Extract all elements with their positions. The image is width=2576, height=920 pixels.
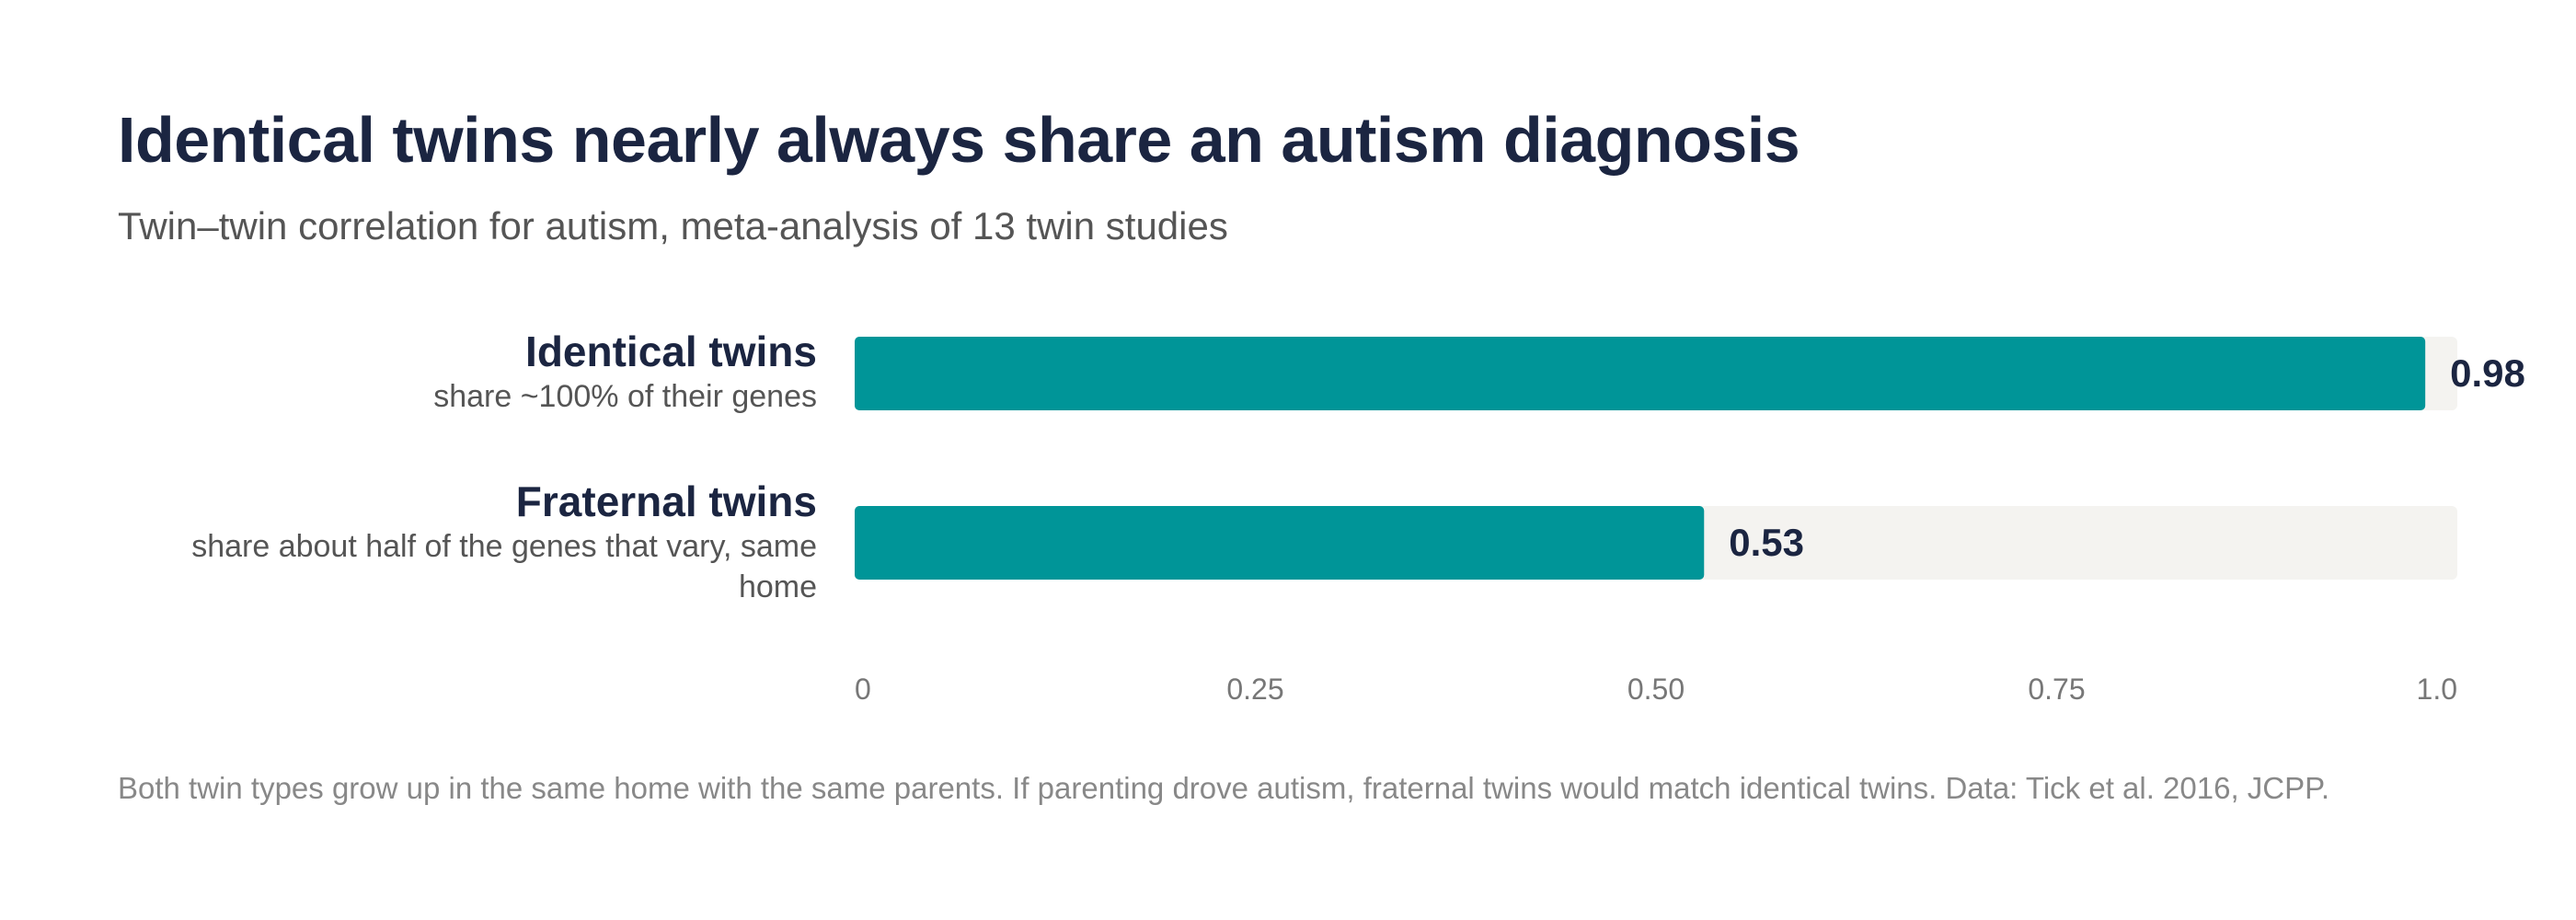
bar	[855, 506, 1705, 580]
bar-value-label: 0.53	[1729, 521, 1804, 564]
chart-footnote: Both twin types grow up in the same home…	[118, 771, 2330, 805]
x-tick-label: 0.75	[2028, 673, 2085, 706]
category-label-identical: Identical twins share ~100% of their gen…	[118, 327, 817, 417]
bar-value-label: 0.98	[2450, 351, 2525, 395]
chart-subtitle: Twin–twin correlation for autism, meta-a…	[118, 204, 1228, 247]
category-label-fraternal: Fraternal twins share about half of the …	[118, 477, 817, 607]
x-tick-label: 0.25	[1226, 673, 1283, 706]
category-name: Fraternal twins	[515, 477, 817, 525]
bar	[855, 337, 2426, 410]
x-tick-label: 0	[855, 673, 871, 706]
x-tick-label: 1.0	[2417, 673, 2457, 706]
category-description: share ~100% of their genes	[433, 379, 817, 414]
category-name: Identical twins	[525, 328, 817, 375]
chart-title: Identical twins nearly always share an a…	[118, 104, 1800, 176]
category-description: share about half of the genes that vary,…	[191, 529, 817, 604]
x-tick-label: 0.50	[1627, 673, 1685, 706]
